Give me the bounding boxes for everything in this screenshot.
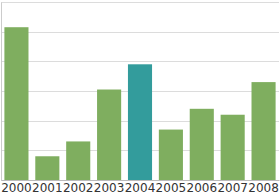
y-axis-line <box>1 3 2 181</box>
x-tick-label: 2003 <box>94 181 125 195</box>
y-axis <box>1 3 3 181</box>
x-tick-label: 2006 <box>187 181 218 195</box>
bar <box>252 82 276 180</box>
bar <box>66 141 90 180</box>
bar <box>190 109 214 180</box>
x-tick-label: 2001 <box>32 181 63 195</box>
bar <box>159 130 183 180</box>
x-tick: 2006 <box>187 180 218 195</box>
x-tick-label: 2008 <box>248 181 279 195</box>
x-tick-label: 2005 <box>156 181 187 195</box>
bar <box>35 156 59 180</box>
x-tick-label: 2000 <box>1 181 32 195</box>
grid-line <box>1 2 279 3</box>
x-tick: 2004 <box>125 180 156 195</box>
grid-line <box>1 32 279 33</box>
x-tick: 2000 <box>1 180 32 195</box>
bars <box>4 27 275 180</box>
x-tick-label: 2007 <box>217 181 248 195</box>
x-tick-label: 2002 <box>63 181 94 195</box>
grid-line <box>1 61 279 62</box>
x-axis: 200020012002200320042005200620072008 <box>1 180 279 195</box>
grid <box>1 3 279 181</box>
x-tick-label: 2004 <box>125 181 156 195</box>
x-tick: 2005 <box>156 180 187 195</box>
x-tick: 2002 <box>63 180 94 195</box>
x-tick: 2007 <box>217 180 248 195</box>
bar <box>221 115 245 180</box>
bar <box>4 27 28 180</box>
plot: 200020012002200320042005200620072008 <box>1 3 280 195</box>
x-tick: 2001 <box>32 180 63 195</box>
bar <box>97 90 121 180</box>
x-tick: 2003 <box>94 180 125 195</box>
chart: 200020012002200320042005200620072008 <box>0 0 280 195</box>
x-tick: 2008 <box>248 180 279 195</box>
bar <box>128 64 152 180</box>
